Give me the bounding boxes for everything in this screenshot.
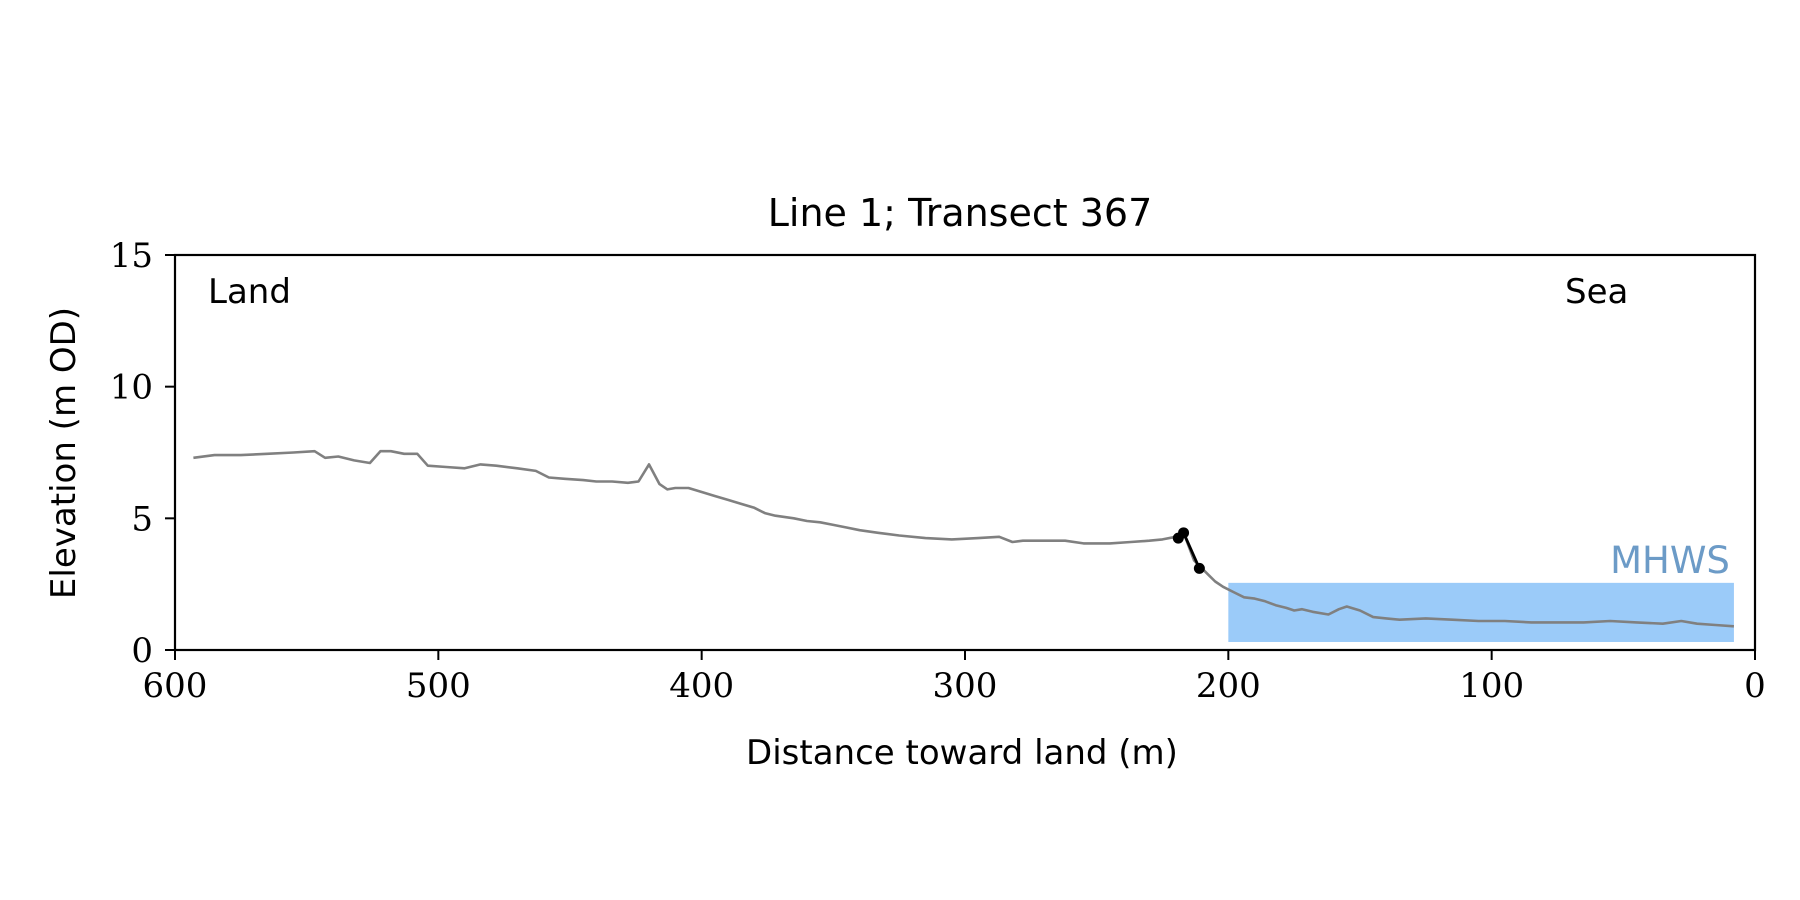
sea-label: Sea [1565,272,1628,312]
mhws-band [1228,582,1734,642]
y-tick-label: 15 [110,236,153,276]
chart-title: Line 1; Transect 367 [768,191,1153,235]
y-tick-label: 5 [131,499,153,539]
x-tick-label: 200 [1196,666,1261,706]
x-tick-label: 0 [1744,666,1766,706]
x-tick-label: 100 [1459,666,1524,706]
cliff-point [1178,527,1190,539]
y-axis-label: Elevation (m OD) [44,307,84,599]
profile-line [193,449,1734,628]
y-tick-label: 0 [131,631,153,671]
x-axis: 600 500 400 300 200 100 0 [143,650,1766,706]
y-tick-label: 10 [110,368,153,408]
x-tick-label: 300 [933,666,998,706]
y-axis: 0 5 10 15 [110,236,175,671]
x-axis-label: Distance toward land (m) [746,733,1178,773]
mhws-label: MHWS [1610,539,1730,582]
x-tick-label: 600 [143,666,208,706]
cliff-point [1193,562,1205,574]
land-label: Land [208,272,291,312]
x-tick-label: 500 [406,666,471,706]
x-tick-label: 400 [669,666,734,706]
plot-area: MHWS [193,449,1734,642]
